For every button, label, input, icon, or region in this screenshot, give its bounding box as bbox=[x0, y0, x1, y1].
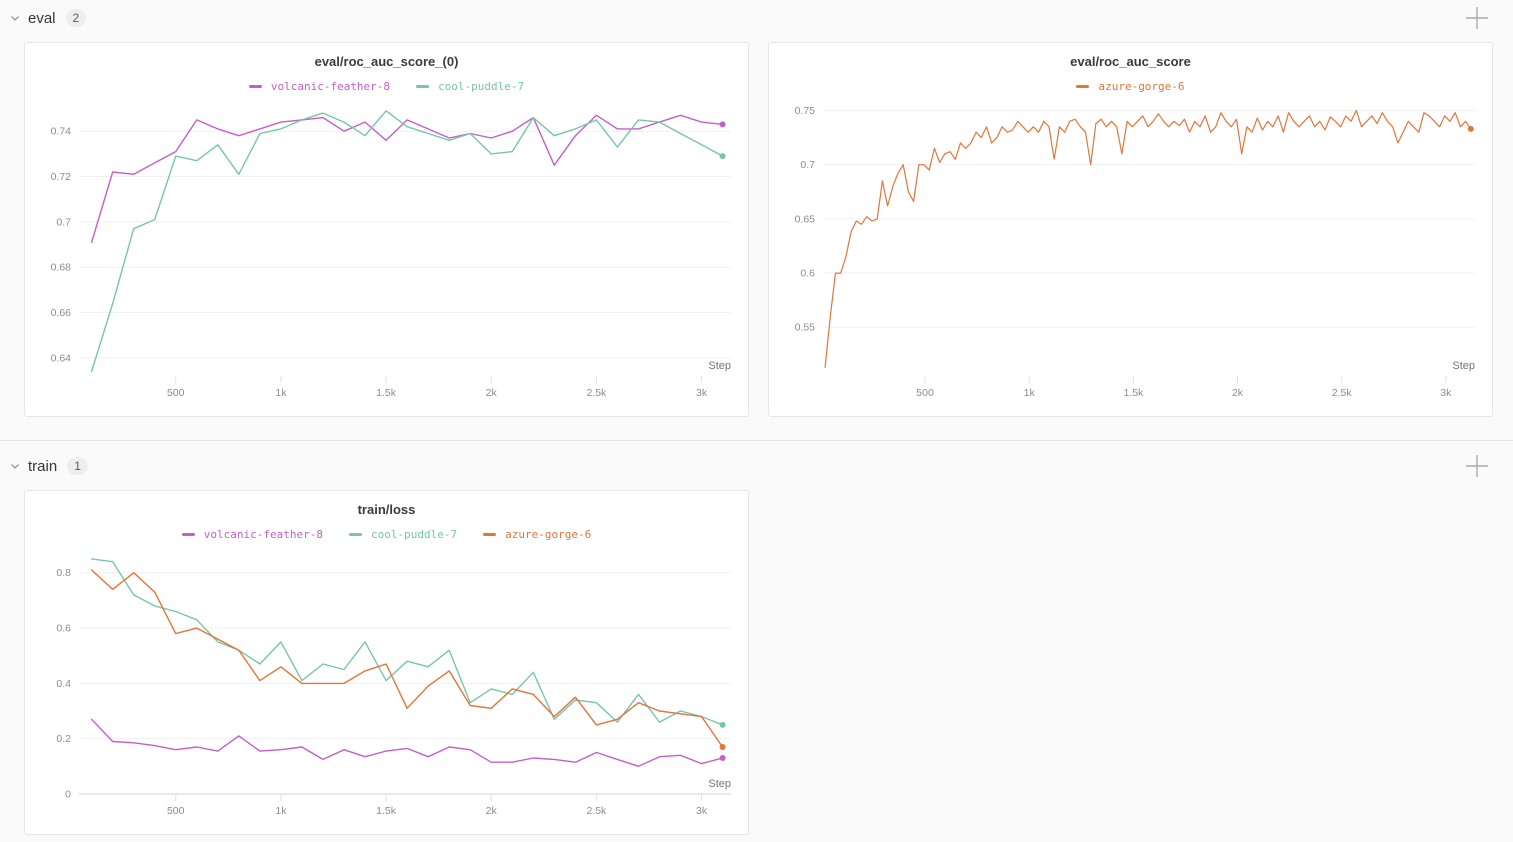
svg-text:0.68: 0.68 bbox=[51, 262, 72, 274]
chart-legend: volcanic-feather-8 cool-puddle-7 azure-gor… bbox=[33, 522, 740, 546]
panel-count-badge: 2 bbox=[65, 9, 87, 27]
legend-dash-icon bbox=[1076, 84, 1090, 88]
svg-text:500: 500 bbox=[167, 387, 185, 399]
legend-dash-icon bbox=[349, 532, 363, 536]
svg-text:0.6: 0.6 bbox=[56, 623, 71, 635]
legend-run-name: cool-puddle-7 bbox=[371, 527, 458, 541]
svg-text:0.72: 0.72 bbox=[51, 171, 72, 183]
panel-row-eval: eval/roc_auc_score_(0) volcanic-feather-… bbox=[0, 31, 1513, 417]
legend-item[interactable]: volcanic-feather-8 bbox=[248, 79, 391, 93]
chart-legend: volcanic-feather-8 cool-puddle-7 bbox=[33, 74, 740, 98]
section-title: train bbox=[28, 457, 58, 475]
legend-dash-icon bbox=[181, 532, 195, 536]
svg-text:Step: Step bbox=[708, 360, 731, 372]
svg-text:0.74: 0.74 bbox=[51, 126, 72, 138]
svg-text:0.64: 0.64 bbox=[51, 352, 72, 364]
legend-item[interactable]: azure-gorge-6 bbox=[483, 528, 591, 541]
section-divider bbox=[0, 440, 1513, 441]
svg-text:3k: 3k bbox=[696, 805, 708, 817]
legend-run-name: cool-puddle-7 bbox=[438, 79, 525, 93]
legend-dash-icon bbox=[416, 84, 430, 88]
legend-run-name: azure-gorge-6 bbox=[505, 527, 592, 541]
svg-text:1.5k: 1.5k bbox=[376, 387, 397, 399]
svg-text:0: 0 bbox=[65, 789, 71, 801]
line-chart[interactable]: 0.55 0.6 0.65 0.7 0.75 500 1k 1.5k 2k 2.5k 3k Step bbox=[777, 98, 1484, 410]
chevron-down-icon[interactable] bbox=[7, 458, 23, 474]
svg-text:Step: Step bbox=[1452, 360, 1475, 372]
legend-run-name: volcanic-feather-8 bbox=[270, 79, 391, 93]
add-panel-icon[interactable] bbox=[1461, 450, 1493, 482]
svg-text:1k: 1k bbox=[275, 805, 287, 817]
line-chart[interactable]: 0 0.2 0.4 0.6 0.8 500 1k 1.5k 2k 2.5k 3k Step bbox=[33, 546, 740, 828]
svg-text:3k: 3k bbox=[696, 387, 708, 399]
legend-item[interactable]: cool-puddle-7 bbox=[416, 80, 524, 93]
svg-text:3k: 3k bbox=[1440, 387, 1452, 399]
svg-text:0.7: 0.7 bbox=[800, 159, 815, 171]
svg-text:0.2: 0.2 bbox=[56, 733, 71, 745]
svg-text:0.55: 0.55 bbox=[795, 322, 816, 334]
legend-item[interactable]: azure-gorge-6 bbox=[1076, 79, 1185, 93]
line-chart[interactable]: 0.64 0.66 0.68 0.7 0.72 0.74 500 1k 1.5k 2k 2.5k 3k… bbox=[33, 98, 740, 410]
svg-text:1k: 1k bbox=[275, 387, 287, 399]
section-eval: eval 2 eval/roc_auc_score_(0) volcanic-f… bbox=[0, 5, 1513, 417]
panel-eval-roc-auc-score[interactable]: eval/roc_auc_score azure-gorge-6 0.55 0.6… bbox=[768, 42, 1493, 417]
chart-title: eval/roc_auc_score bbox=[1070, 54, 1191, 69]
chart-title: eval/roc_auc_score_(0) bbox=[314, 54, 459, 69]
panel-eval-roc-auc-score-0[interactable]: eval/roc_auc_score_(0) volcanic-feather-… bbox=[24, 42, 749, 417]
panel-row-train: train/loss volcanic-feather-8 cool-puddle… bbox=[0, 479, 1513, 835]
svg-text:2.5k: 2.5k bbox=[586, 805, 607, 817]
svg-text:2k: 2k bbox=[486, 805, 498, 817]
add-panel-icon[interactable] bbox=[1461, 2, 1493, 34]
chart-legend: azure-gorge-6 bbox=[777, 74, 1484, 98]
svg-text:2.5k: 2.5k bbox=[1332, 387, 1353, 399]
legend-dash-icon bbox=[483, 532, 497, 536]
svg-text:500: 500 bbox=[916, 387, 934, 399]
svg-text:500: 500 bbox=[167, 805, 185, 817]
svg-text:1.5k: 1.5k bbox=[376, 805, 397, 817]
legend-item[interactable]: cool-puddle-7 bbox=[349, 528, 457, 541]
legend-run-name: azure-gorge-6 bbox=[1098, 79, 1185, 93]
svg-text:0.4: 0.4 bbox=[56, 678, 71, 690]
chevron-down-icon[interactable] bbox=[7, 10, 23, 26]
svg-text:0.75: 0.75 bbox=[795, 105, 816, 117]
svg-text:2k: 2k bbox=[1232, 387, 1244, 399]
legend-dash-icon bbox=[248, 84, 262, 88]
section-header-train: train 1 bbox=[0, 453, 1513, 479]
legend-item[interactable]: volcanic-feather-8 bbox=[181, 527, 324, 541]
svg-text:1k: 1k bbox=[1024, 387, 1036, 399]
svg-text:Step: Step bbox=[708, 778, 731, 790]
svg-text:1.5k: 1.5k bbox=[1123, 387, 1144, 399]
section-title: eval bbox=[28, 9, 56, 27]
chart-title: train/loss bbox=[357, 502, 416, 517]
section-header-eval: eval 2 bbox=[0, 5, 1513, 31]
svg-text:0.65: 0.65 bbox=[795, 213, 816, 225]
svg-text:0.8: 0.8 bbox=[56, 567, 71, 579]
svg-text:0.66: 0.66 bbox=[51, 307, 72, 319]
legend-run-name: volcanic-feather-8 bbox=[203, 527, 324, 541]
panel-count-badge: 1 bbox=[67, 457, 88, 475]
panel-train-loss[interactable]: train/loss volcanic-feather-8 cool-puddle… bbox=[24, 490, 749, 835]
svg-text:2k: 2k bbox=[486, 387, 498, 399]
svg-text:2.5k: 2.5k bbox=[586, 387, 607, 399]
svg-text:0.7: 0.7 bbox=[56, 216, 71, 228]
section-train: train 1 train/loss volcanic-feather-8 coo… bbox=[0, 453, 1513, 835]
svg-text:0.6: 0.6 bbox=[800, 268, 815, 280]
